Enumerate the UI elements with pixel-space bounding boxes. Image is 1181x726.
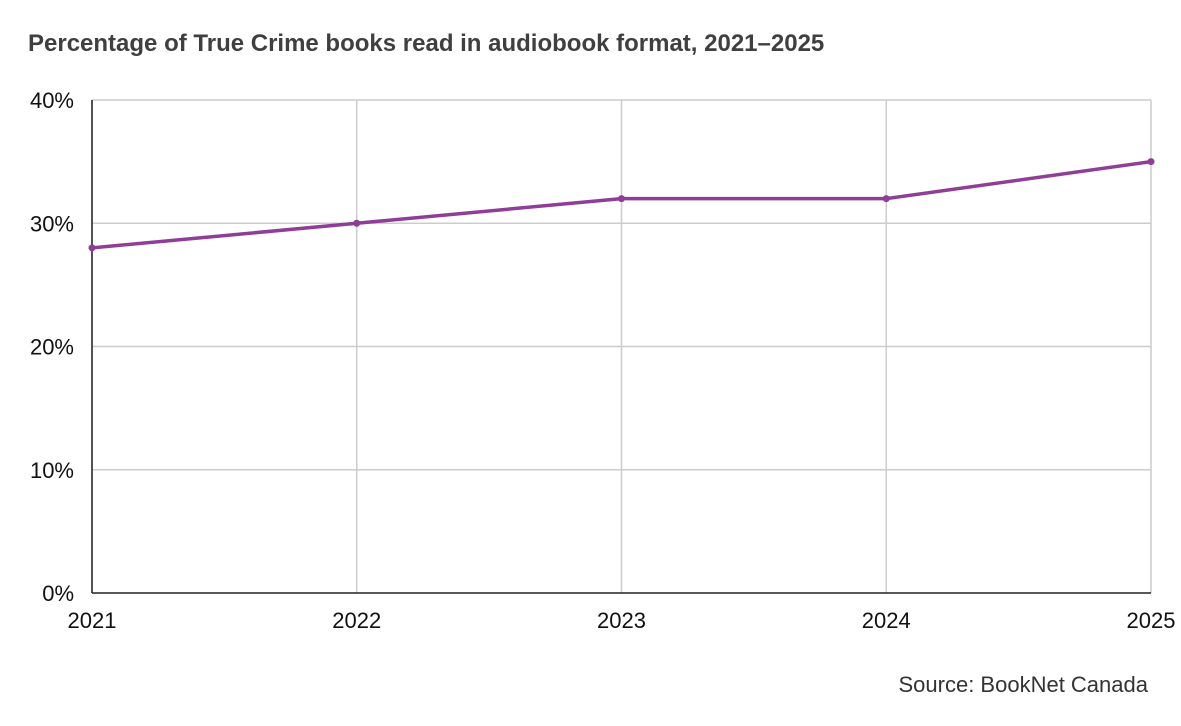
y-tick-label: 0% [42,581,74,606]
chart-title: Percentage of True Crime books read in a… [28,30,825,57]
data-point [618,195,625,203]
gridlines [91,99,1152,593]
data-point [353,219,361,227]
x-tick-label: 2022 [332,608,381,633]
y-tick-label: 40% [30,88,74,113]
series [88,158,1155,252]
y-tick-label: 10% [30,458,74,483]
x-tick-label: 2025 [1127,608,1176,633]
data-point [1147,158,1155,166]
x-tick-label: 2024 [862,608,911,633]
x-tick-label: 2023 [597,608,646,633]
axes [91,100,1151,594]
x-tick-label: 2021 [68,608,117,633]
data-point [882,195,890,203]
y-tick-label: 20% [30,335,74,360]
data-point [88,244,96,252]
y-tick-label: 30% [30,211,74,236]
tick-labels: 0% 10% 20% 30% 40% 2021 2022 2023 2024 2025 [30,88,1176,633]
source-note: Source: BookNet Canada [898,672,1149,697]
